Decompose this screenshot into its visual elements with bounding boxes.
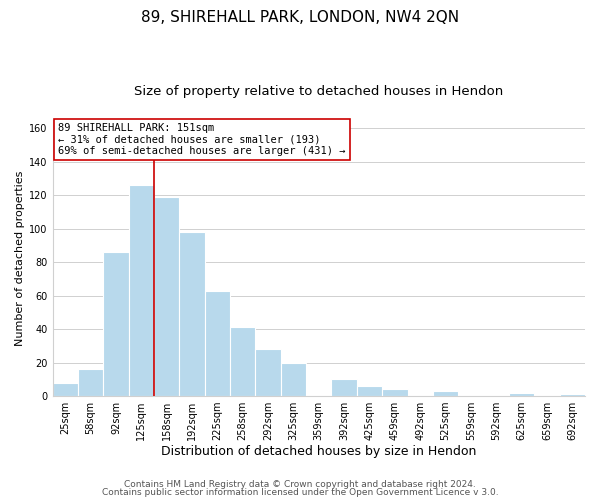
Bar	[281, 362, 306, 396]
Bar	[331, 379, 357, 396]
Bar	[560, 394, 585, 396]
Bar	[357, 386, 382, 396]
Bar	[103, 252, 128, 396]
Bar	[230, 328, 256, 396]
Title: Size of property relative to detached houses in Hendon: Size of property relative to detached ho…	[134, 85, 503, 98]
Text: Contains HM Land Registry data © Crown copyright and database right 2024.: Contains HM Land Registry data © Crown c…	[124, 480, 476, 489]
Bar	[205, 290, 230, 396]
Bar	[433, 391, 458, 396]
X-axis label: Distribution of detached houses by size in Hendon: Distribution of detached houses by size …	[161, 444, 476, 458]
Bar	[256, 349, 281, 396]
Text: 89 SHIREHALL PARK: 151sqm
← 31% of detached houses are smaller (193)
69% of semi: 89 SHIREHALL PARK: 151sqm ← 31% of detac…	[58, 123, 346, 156]
Text: 89, SHIREHALL PARK, LONDON, NW4 2QN: 89, SHIREHALL PARK, LONDON, NW4 2QN	[141, 10, 459, 25]
Bar	[154, 197, 179, 396]
Y-axis label: Number of detached properties: Number of detached properties	[15, 170, 25, 346]
Bar	[53, 382, 78, 396]
Bar	[179, 232, 205, 396]
Bar	[509, 392, 534, 396]
Bar	[382, 390, 407, 396]
Text: Contains public sector information licensed under the Open Government Licence v : Contains public sector information licen…	[101, 488, 499, 497]
Bar	[78, 369, 103, 396]
Bar	[128, 185, 154, 396]
